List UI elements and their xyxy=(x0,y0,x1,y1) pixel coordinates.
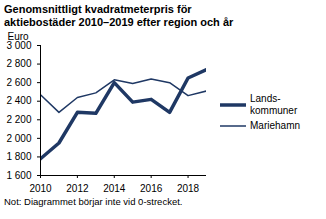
svg-text:2010: 2010 xyxy=(29,183,52,194)
html-text:Not: Diagrammet börjar inte vi: Not: Diagrammet börjar inte vid 0-streck… xyxy=(4,196,183,207)
html-text:Genomsnittligt kvadratmeterpri: Genomsnittligt kvadratmeterpris för akti… xyxy=(4,3,234,28)
svg-text:2012: 2012 xyxy=(66,183,89,194)
svg-text:2014: 2014 xyxy=(103,183,126,194)
svg-text:2 200: 2 200 xyxy=(6,114,31,125)
html-text:Lands-kommuner: Lands-kommuner xyxy=(250,92,298,116)
svg-text:2018: 2018 xyxy=(177,183,200,194)
svg-text:1 600: 1 600 xyxy=(6,170,31,181)
svg-text:3 000: 3 000 xyxy=(6,39,32,51)
html-text:Mariehamn: Mariehamn xyxy=(250,119,300,131)
svg-text:2 800: 2 800 xyxy=(6,58,31,69)
svg-text:1 800: 1 800 xyxy=(6,151,31,162)
svg-text:2 400: 2 400 xyxy=(6,95,31,106)
svg-text:Euro: Euro xyxy=(8,31,30,42)
svg-text:2016: 2016 xyxy=(140,183,163,194)
svg-text:2 600: 2 600 xyxy=(6,77,31,88)
svg-text:2 000: 2 000 xyxy=(6,133,31,144)
